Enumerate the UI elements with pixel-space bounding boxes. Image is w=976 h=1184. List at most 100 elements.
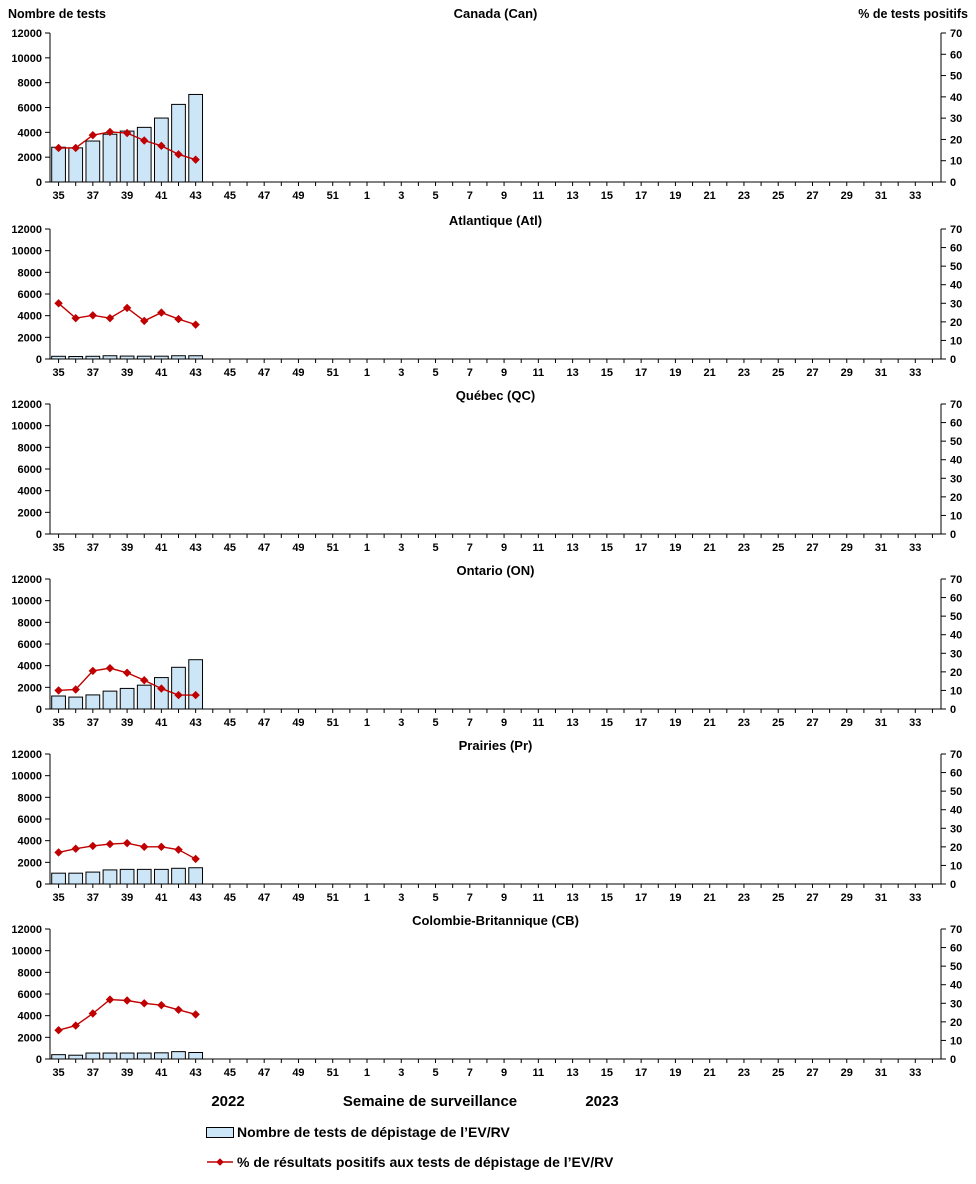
positivity-line-group xyxy=(54,299,200,329)
week-tick-label: 19 xyxy=(669,892,681,904)
positivity-marker-icon xyxy=(157,842,166,852)
x-axis-title: Semaine de surveillance xyxy=(342,1093,518,1110)
week-tick-label: 49 xyxy=(292,542,304,554)
prairies-chart: 0 2000 4000 6000 8000 10000 12000 0 10 20 30 40 50 60… xyxy=(11,738,962,904)
axes xyxy=(45,228,946,363)
week-tick-label: 13 xyxy=(566,717,578,729)
week-tick-label: 11 xyxy=(533,1067,545,1079)
right-axis-tick-label: 10 xyxy=(950,156,962,168)
left-axis-tick-label: 0 xyxy=(36,704,42,716)
week-tick-label: 17 xyxy=(635,892,647,904)
tests-bar xyxy=(154,1052,169,1060)
positivity-line-group xyxy=(54,127,200,164)
left-axis-tick-label: 6000 xyxy=(18,103,42,115)
positivity-marker-icon xyxy=(140,136,149,145)
right-axis-tick-label: 60 xyxy=(950,593,962,605)
positivity-marker-icon xyxy=(157,684,166,693)
positivity-marker-icon xyxy=(71,1021,80,1030)
tests-bar xyxy=(51,695,66,710)
year-left-label: 2022 xyxy=(211,1093,245,1110)
left-axis-tick-label: 2000 xyxy=(18,507,42,519)
week-tick-label: 33 xyxy=(909,717,921,729)
week-tick-label: 5 xyxy=(432,1067,438,1079)
left-axis-tick-label: 4000 xyxy=(18,836,42,848)
week-tick-label: 49 xyxy=(292,892,304,904)
week-tick-label: 25 xyxy=(772,717,784,729)
tests-bar xyxy=(51,872,66,885)
positivity-marker-icon xyxy=(174,1005,183,1014)
positivity-marker-icon xyxy=(71,143,80,153)
panel-title: Ontario (ON) xyxy=(457,563,535,578)
tests-bar xyxy=(85,1052,101,1060)
week-tick-label: 13 xyxy=(566,542,578,554)
positivity-marker-icon xyxy=(88,130,98,140)
week-tick-label: 33 xyxy=(909,367,921,379)
week-tick-label: 7 xyxy=(467,717,473,729)
panel-ontario: 0 2000 4000 6000 8000 10000 12000 0 10 20 30 40 50 60… xyxy=(0,562,976,737)
right-axis-tick-label: 60 xyxy=(950,943,962,955)
panel-colombie-britannique: 0 2000 4000 6000 8000 10000 12000 0 10 20 30 40 50 60… xyxy=(0,912,976,1087)
week-tick-label: 23 xyxy=(738,892,750,904)
legend-tests-label: Nombre de tests de dépistage de l’EV/RV xyxy=(237,1124,510,1140)
week-tick-label: 7 xyxy=(467,542,473,554)
week-tick-label: 25 xyxy=(772,367,784,379)
tests-bar xyxy=(171,666,186,710)
tests-bar xyxy=(188,659,204,710)
week-tick-label: 11 xyxy=(533,892,545,904)
week-tick-label: 23 xyxy=(738,367,750,379)
positivity-marker-icon xyxy=(174,690,183,700)
tests-bar xyxy=(85,694,101,710)
left-axis-tick-label: 12000 xyxy=(11,574,42,586)
right-axis-tick-label: 10 xyxy=(950,860,962,872)
tests-bar xyxy=(68,147,84,183)
week-tick-label: 41 xyxy=(155,190,167,202)
tests-bar xyxy=(136,868,152,885)
week-tick-label: 51 xyxy=(327,1067,339,1079)
week-tick-label: 15 xyxy=(601,717,613,729)
week-tick-label: 5 xyxy=(432,717,438,729)
panel-title: Colombie-Britannique (CB) xyxy=(412,913,579,928)
legend-bar-swatch-icon xyxy=(206,1126,234,1138)
week-tick-label: 15 xyxy=(601,542,613,554)
right-axis-tick-label: 30 xyxy=(950,113,962,125)
positivity-marker-icon xyxy=(54,143,63,153)
positivity-marker-icon xyxy=(157,1000,166,1010)
right-axis-tick-label: 50 xyxy=(950,261,962,273)
week-tick-label: 45 xyxy=(224,892,236,904)
week-tick-label: 23 xyxy=(738,542,750,554)
panel-canada: 0 2000 4000 6000 8000 10000 12000 0 10 20 30 40 50 60… xyxy=(0,0,976,212)
left-axis-tick-label: 12000 xyxy=(11,749,42,761)
ontario-chart: 0 2000 4000 6000 8000 10000 12000 0 10 20 30 40 50 60… xyxy=(11,563,962,729)
tests-bar xyxy=(119,130,135,183)
week-tick-label: 21 xyxy=(704,542,716,554)
axes xyxy=(45,578,946,713)
tests-bar xyxy=(171,867,186,885)
week-tick-label: 31 xyxy=(875,1067,887,1079)
week-tick-label: 25 xyxy=(772,1067,784,1079)
week-tick-label: 7 xyxy=(467,1067,473,1079)
week-tick-label: 31 xyxy=(875,542,887,554)
axes xyxy=(45,32,946,186)
right-axis-tick-label: 70 xyxy=(950,924,962,936)
week-tick-label: 3 xyxy=(398,367,404,379)
left-axis-tick-label: 6000 xyxy=(18,814,42,826)
week-tick-label: 31 xyxy=(875,892,887,904)
week-tick-label: 19 xyxy=(669,717,681,729)
tests-bar xyxy=(85,140,101,183)
week-tick-label: 29 xyxy=(841,892,853,904)
tests-bar xyxy=(136,1052,152,1060)
week-tick-label: 45 xyxy=(224,190,236,202)
right-axis-tick-label: 40 xyxy=(950,805,962,817)
tests-bars-group xyxy=(51,355,204,360)
right-axis-tick-label: 20 xyxy=(950,667,962,679)
week-tick-label: 27 xyxy=(806,717,818,729)
tests-bar xyxy=(188,93,204,183)
week-tick-label: 21 xyxy=(704,367,716,379)
week-tick-label: 5 xyxy=(432,367,438,379)
left-axis-tick-label: 10000 xyxy=(11,596,42,608)
week-tick-label: 35 xyxy=(52,367,64,379)
right-axis-tick-label: 30 xyxy=(950,823,962,835)
right-axis-tick-label: 0 xyxy=(950,1054,956,1066)
positivity-marker-icon xyxy=(54,686,63,695)
axes xyxy=(45,928,946,1063)
